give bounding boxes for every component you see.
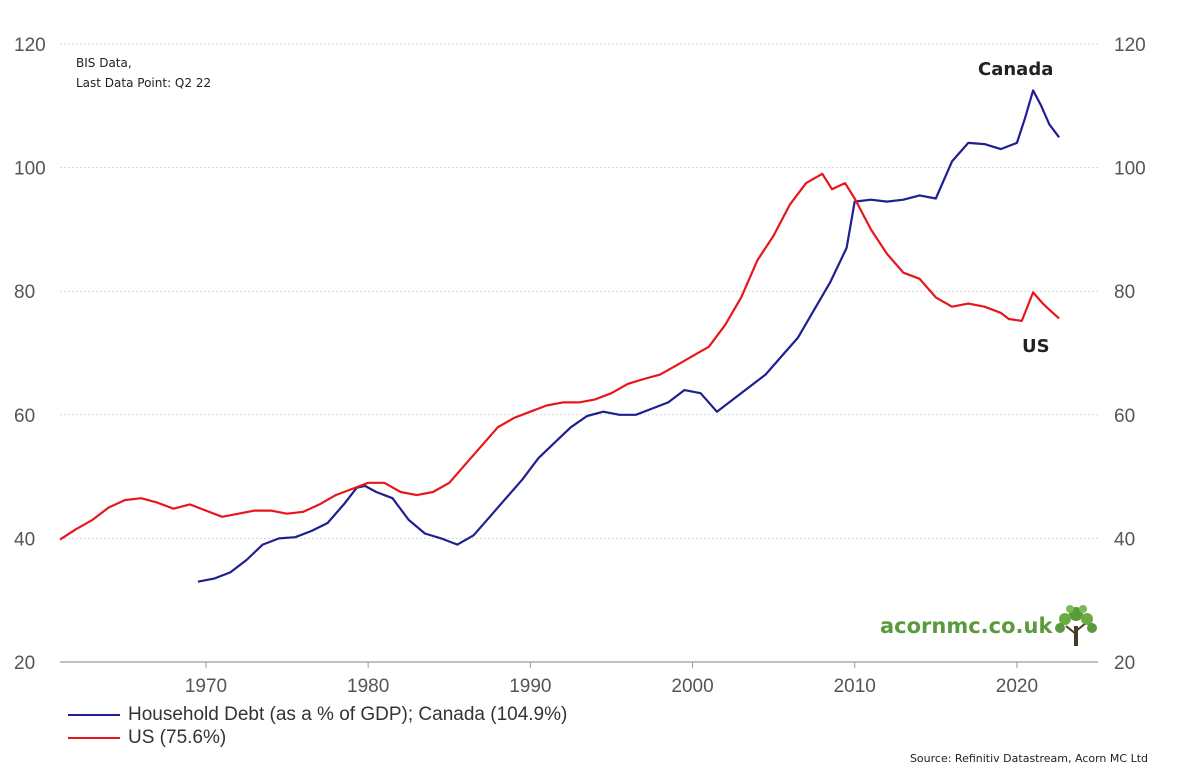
source-note: Source: Refinitiv Datastream, Acorn MC L… <box>909 752 1148 765</box>
legend-canada-swatch <box>68 714 120 716</box>
x-tick-label: 2020 <box>996 676 1038 697</box>
x-tick-label: 1990 <box>509 676 551 697</box>
y-axis-left: 20 40 60 80 100 120 <box>14 35 46 674</box>
us-series-label: US <box>1022 336 1050 357</box>
tree-icon <box>1055 605 1098 646</box>
y-tick-right: 60 <box>1114 406 1135 427</box>
gridlines <box>60 43 1098 663</box>
y-tick-right: 100 <box>1114 159 1146 180</box>
logo: acornmc.co.uk <box>880 604 1100 648</box>
legend-us-swatch <box>68 737 120 739</box>
note-line-2: Last Data Point: Q2 22 <box>76 76 212 90</box>
x-axis: 1970 1980 1990 2000 2010 2020 <box>185 662 1038 697</box>
y-tick-right: 40 <box>1114 529 1135 550</box>
y-tick-left: 40 <box>14 529 35 550</box>
y-tick-left: 60 <box>14 406 35 427</box>
y-axis-right: 20 40 60 80 100 120 <box>1114 35 1146 674</box>
series-lines <box>59 89 1060 583</box>
legend-us: US (75.6%) <box>68 727 226 749</box>
y-tick-right: 80 <box>1114 282 1135 303</box>
legend-canada: Household Debt (as a % of GDP); Canada (… <box>68 704 567 726</box>
y-tick-left: 80 <box>14 282 35 303</box>
canada-series-label: Canada <box>978 59 1053 80</box>
x-tick-label: 1980 <box>347 676 389 697</box>
x-tick-label: 2000 <box>671 676 713 697</box>
y-tick-right: 120 <box>1114 35 1146 56</box>
legend-us-label: US (75.6%) <box>128 727 227 748</box>
y-tick-left: 100 <box>14 159 46 180</box>
legend-canada-label: Household Debt (as a % of GDP); Canada (… <box>128 704 568 725</box>
y-tick-left: 120 <box>14 35 46 56</box>
x-tick-label: 2010 <box>834 676 876 697</box>
note-line-1: BIS Data, <box>76 56 132 70</box>
series-line-us <box>59 172 1060 541</box>
x-tick-label: 1970 <box>185 676 227 697</box>
y-tick-left: 20 <box>14 653 35 674</box>
y-tick-right: 20 <box>1114 653 1135 674</box>
logo-text: acornmc.co.uk <box>880 614 1053 638</box>
series-line-canada <box>197 89 1060 583</box>
data-note: BIS Data, Last Data Point: Q2 22 <box>76 56 211 90</box>
